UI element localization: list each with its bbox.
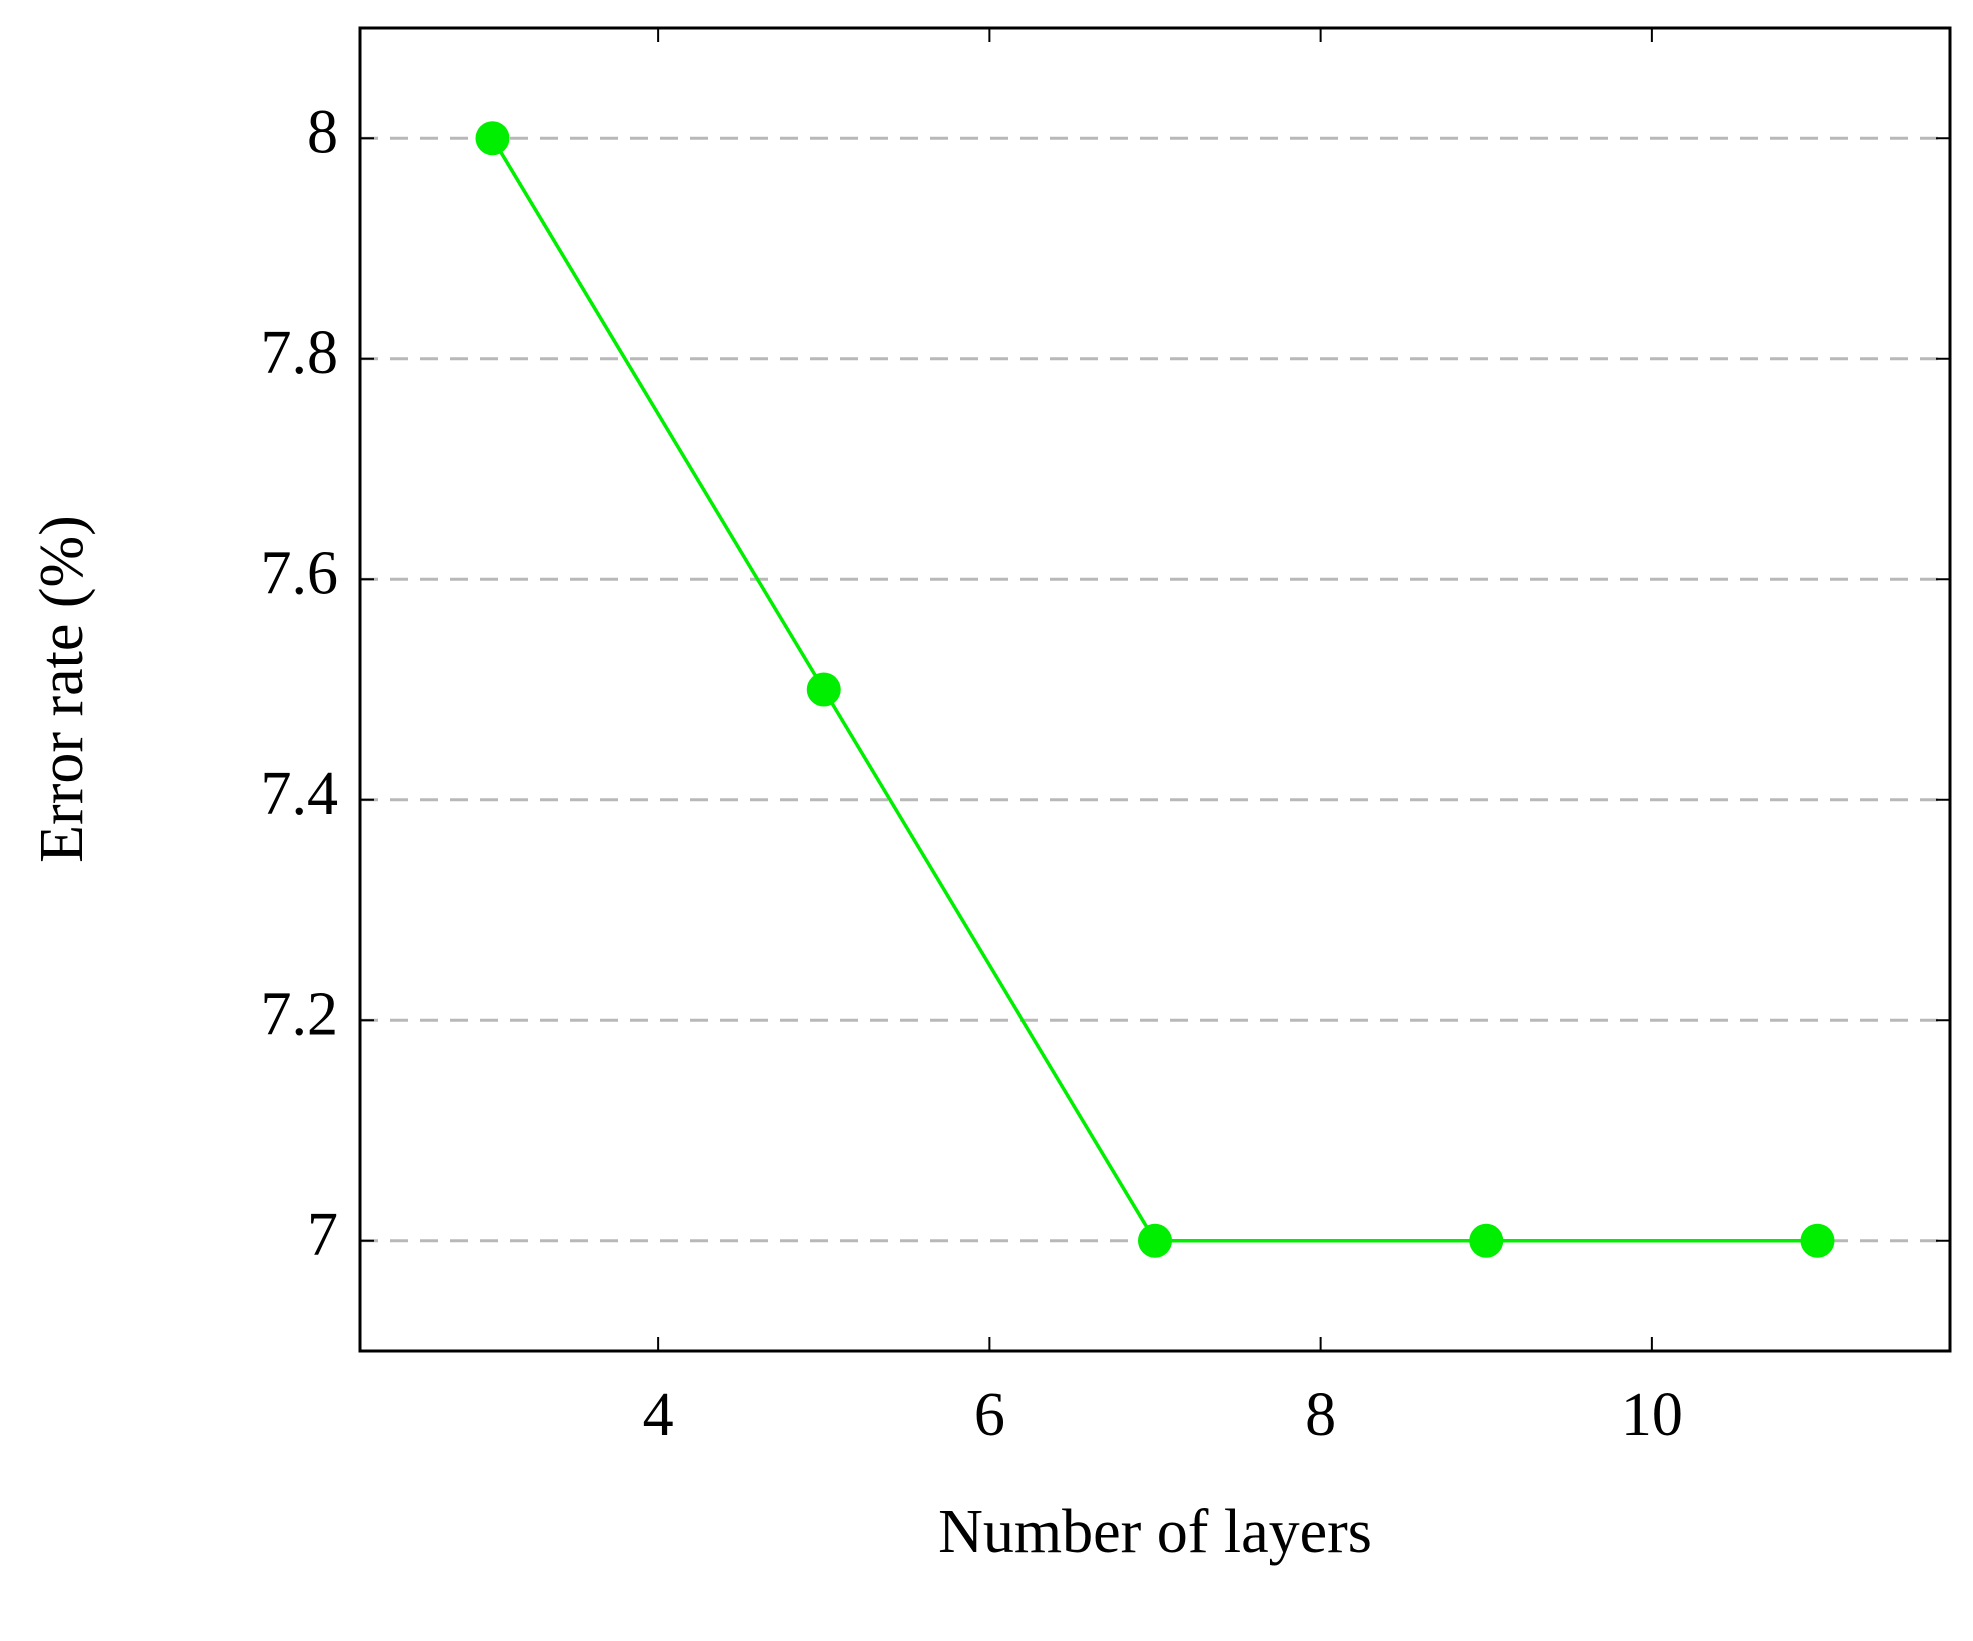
y-axis-label: Error rate (%) (28, 515, 96, 863)
x-tick-label: 8 (1305, 1381, 1336, 1449)
y-tick-label: 7 (307, 1201, 338, 1269)
y-tick-label: 7.6 (261, 539, 339, 607)
y-tick-label: 7.2 (261, 980, 339, 1048)
data-point (1138, 1223, 1172, 1258)
y-tick-label: 7.4 (261, 760, 339, 828)
data-point (1800, 1223, 1835, 1258)
y-tick-label: 8 (307, 98, 338, 166)
data-point (806, 672, 841, 707)
x-axis-label: Number of layers (938, 1498, 1372, 1566)
data-point (1469, 1223, 1504, 1258)
x-tick-label: 4 (643, 1381, 674, 1449)
x-tick-label: 6 (974, 1381, 1005, 1449)
data-line (490, 137, 1818, 1243)
x-tick-label: 10 (1621, 1381, 1683, 1449)
y-tick-label: 7.8 (261, 319, 339, 387)
plot-frame (358, 26, 1952, 1353)
data-point (475, 121, 510, 156)
